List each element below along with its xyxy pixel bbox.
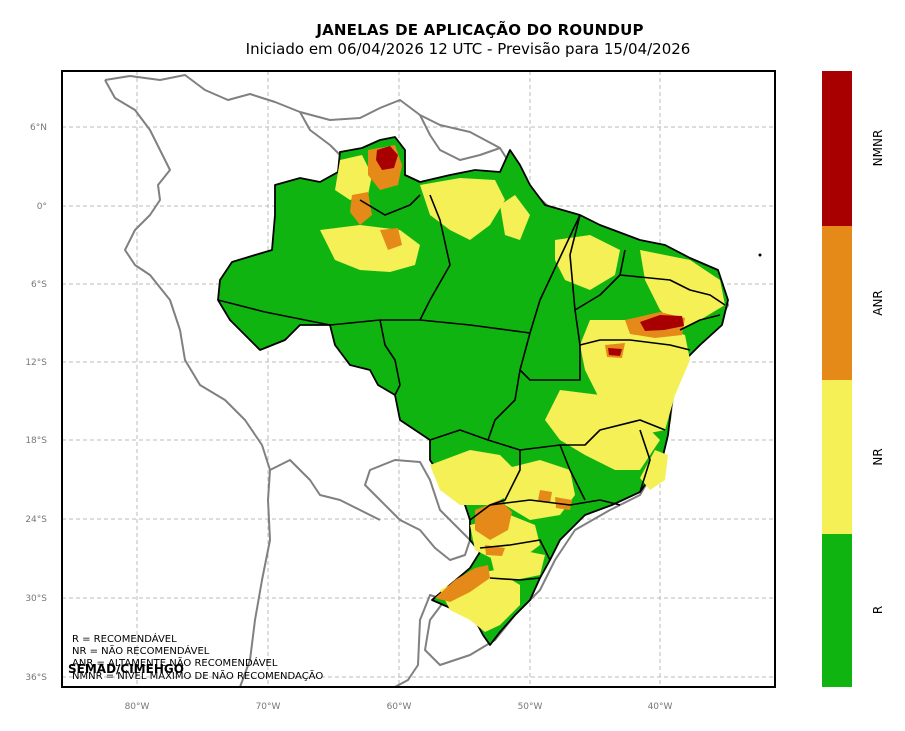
state-borders	[217, 174, 726, 581]
category-legend: R = RECOMENDÁVEL NR = NÃO RECOMENDÁVEL A…	[68, 632, 323, 682]
lat-tick-label: 36°S	[25, 673, 47, 683]
colorbar-segment-anr	[822, 226, 852, 380]
lon-tick-label: 40°W	[648, 702, 673, 712]
colorbar-segment-r	[822, 534, 852, 687]
lat-tick-label: 18°S	[25, 436, 47, 446]
lon-tick-label: 50°W	[518, 702, 543, 712]
colorbar-segment-nr	[822, 380, 852, 534]
lat-tick-label: 24°S	[25, 515, 47, 525]
lat-tick-label: 12°S	[25, 358, 47, 368]
island-marker	[758, 253, 762, 257]
lat-tick-labels: 6°N 0° 6°S 12°S 18°S 24°S 30°S 36°S	[25, 123, 47, 683]
credit-label: SEMAD/CIMEHGO	[68, 662, 184, 676]
lat-tick-label: 6°N	[30, 123, 47, 133]
colorbar-label-r: R	[871, 606, 885, 614]
legend-line-nmnr: NMNR = NÍVEL MÁXIMO DE NÃO RECOMENDAÇÃO	[72, 669, 323, 682]
lat-tick-label: 0°	[37, 202, 47, 212]
lon-tick-label: 60°W	[387, 702, 412, 712]
colorbar-label-nr: NR	[871, 448, 885, 465]
lat-tick-label: 6°S	[31, 280, 47, 290]
nmnr-areas	[376, 146, 684, 356]
lon-tick-label: 70°W	[256, 702, 281, 712]
colorbar-label-anr: ANR	[871, 290, 885, 316]
lon-tick-label: 80°W	[125, 702, 150, 712]
colorbar: NMNR ANR NR R	[822, 71, 885, 687]
lon-tick-labels: 80°W 70°W 60°W 50°W 40°W	[125, 702, 673, 712]
legend-line-r: R = RECOMENDÁVEL	[72, 632, 177, 645]
map-subtitle: Iniciado em 06/04/2026 12 UTC - Previsão…	[245, 40, 691, 58]
map-frame	[61, 70, 776, 688]
colorbar-segment-nmnr	[822, 71, 852, 226]
legend-line-anr: ANR = ALTAMENTE NÃO RECOMENDÁVEL	[72, 656, 278, 669]
lat-tick-label: 30°S	[25, 594, 47, 604]
colorbar-label-nmnr: NMNR	[871, 130, 885, 167]
legend-line-nr: NR = NÃO RECOMENDÁVEL	[72, 644, 210, 657]
map-title: JANELAS DE APLICAÇÃO DO ROUNDUP	[316, 21, 644, 39]
